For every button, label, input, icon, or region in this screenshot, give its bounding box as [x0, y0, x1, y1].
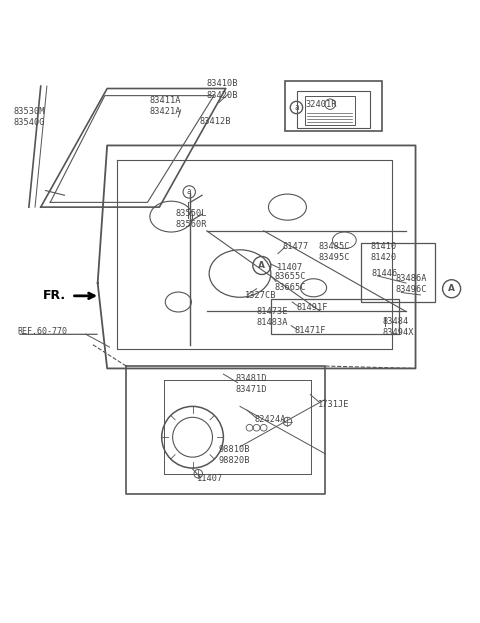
Text: 83486A
83496C: 83486A 83496C [396, 274, 427, 294]
Text: 81471F: 81471F [295, 326, 326, 335]
Bar [305, 95, 355, 125]
Bar [297, 91, 371, 128]
Text: A: A [448, 284, 455, 293]
Text: 1327CB: 1327CB [245, 292, 276, 300]
Text: 81446: 81446 [372, 269, 398, 278]
Text: 81477: 81477 [283, 242, 309, 250]
Text: A: A [258, 261, 265, 270]
Text: 83550L
83560R: 83550L 83560R [176, 209, 207, 229]
Text: FR.: FR. [43, 289, 66, 302]
Text: 1731JE: 1731JE [318, 399, 350, 409]
Text: 83485C
83495C: 83485C 83495C [318, 242, 350, 262]
Text: 81473E
81483A: 81473E 81483A [257, 307, 288, 327]
Text: 82424A: 82424A [254, 415, 286, 424]
Text: 81410
81420: 81410 81420 [371, 242, 397, 262]
Text: 83481D
83471D: 83481D 83471D [235, 374, 267, 394]
Text: 83412B: 83412B [200, 117, 231, 126]
Text: 83530M
83540G: 83530M 83540G [13, 107, 45, 127]
Text: 11407: 11407 [277, 264, 303, 272]
Text: 83410B
83420B: 83410B 83420B [207, 79, 238, 100]
Text: 98810B
98820B: 98810B 98820B [219, 445, 250, 465]
Text: 83655C
83665C: 83655C 83665C [274, 272, 306, 292]
Text: a: a [187, 188, 192, 196]
Text: 11407: 11407 [197, 474, 224, 483]
Text: 83411A
83421A: 83411A 83421A [150, 95, 181, 116]
Text: 81491F: 81491F [297, 303, 328, 312]
Text: REF.60-770: REF.60-770 [17, 327, 67, 336]
Text: 83484
83494X: 83484 83494X [383, 316, 414, 337]
Bar [285, 82, 383, 131]
Bar [271, 298, 399, 335]
Text: 32401R: 32401R [305, 100, 337, 108]
Bar [361, 243, 434, 302]
Text: a: a [294, 103, 299, 112]
